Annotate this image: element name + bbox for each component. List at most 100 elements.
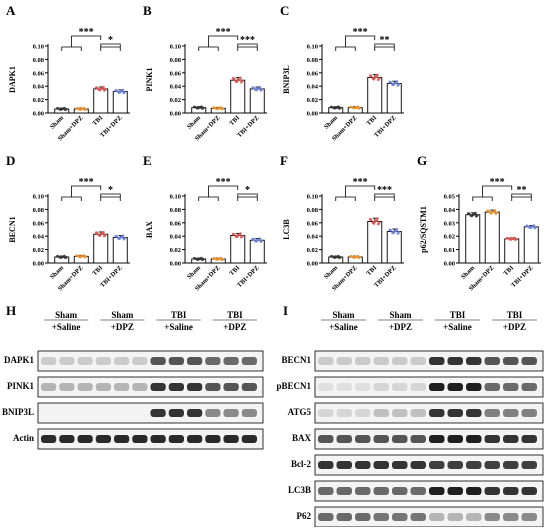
blot-band (447, 487, 463, 495)
blot-band (410, 487, 426, 495)
blot-band (503, 383, 519, 391)
blot-band (59, 357, 75, 365)
data-point (59, 256, 63, 259)
data-point (389, 81, 392, 84)
blot-band (373, 513, 389, 521)
blot-band (114, 357, 130, 365)
blot-band (95, 383, 111, 391)
y-axis-label: BNIP3L (282, 65, 291, 93)
blot-band (336, 513, 352, 521)
data-point (487, 209, 490, 213)
data-point (531, 225, 535, 228)
y-tick-label: 0.08 (307, 57, 319, 64)
data-point (232, 233, 236, 236)
blot-band (373, 357, 389, 365)
data-point (389, 228, 392, 232)
data-point (196, 106, 200, 110)
y-tick-label: 0.08 (170, 207, 182, 214)
data-point (375, 219, 378, 222)
y-tick-label: 0.00 (307, 111, 318, 118)
data-point (394, 81, 398, 85)
blot-group-label: Sham (111, 310, 134, 320)
blot-band (41, 357, 57, 365)
blot-band (429, 409, 445, 417)
chart-panel-a: ADAPK10.000.020.040.060.080.10ShamSham+D… (6, 3, 130, 142)
blot-row-label: BNIP3L (2, 407, 34, 417)
blot-band (521, 513, 537, 521)
blot-group-label: +Saline (164, 322, 193, 332)
y-tick-label: 0.06 (33, 220, 45, 227)
data-point (252, 238, 255, 241)
bar (230, 79, 246, 114)
panel-letter: D (6, 153, 15, 168)
significance-bracket (237, 43, 258, 47)
data-point (333, 106, 337, 110)
data-point (526, 224, 529, 228)
bar (112, 91, 128, 114)
data-point (199, 106, 202, 109)
significance-bracket (208, 185, 239, 197)
blot-band (59, 435, 75, 443)
blot-band (373, 435, 389, 443)
data-point (257, 238, 261, 241)
y-tick-label: 0.02 (307, 247, 318, 254)
blot-row-label: Bcl-2 (291, 459, 311, 469)
significance-bracket (71, 35, 102, 47)
significance-bracket (374, 43, 395, 47)
significance-bracket (345, 35, 376, 47)
data-point (252, 86, 255, 90)
blot-band (447, 409, 463, 417)
data-point (62, 107, 65, 110)
y-tick-label: 0.04 (170, 234, 182, 241)
data-point (81, 254, 85, 258)
blot-band (168, 357, 184, 365)
bar (367, 77, 383, 114)
data-point (81, 107, 85, 110)
blot-band (503, 461, 519, 469)
significance-bracket (208, 35, 239, 47)
data-point (76, 254, 79, 258)
blot-band (150, 409, 166, 417)
blot-band (241, 435, 257, 443)
significance-bracket (237, 193, 258, 197)
blot-band (484, 435, 500, 443)
significance-label: ** (380, 35, 390, 46)
group-bracket (374, 196, 395, 201)
data-point (514, 237, 518, 241)
data-point (120, 89, 124, 93)
blot-band (187, 383, 203, 391)
y-axis-label: DAPK1 (8, 66, 17, 93)
blot-band (392, 409, 408, 417)
data-point (512, 237, 515, 240)
blot-row-label: PINK1 (7, 381, 35, 391)
blot-band (241, 357, 257, 365)
blot-band (95, 435, 111, 443)
blot-group-label: TBI (171, 310, 187, 320)
blot-band (336, 461, 352, 469)
data-point (95, 86, 99, 90)
y-tick-label: 0.01 (444, 247, 455, 254)
data-point (372, 77, 376, 81)
data-point (118, 237, 121, 241)
y-tick-label: 0.10 (33, 44, 44, 51)
blot-band (355, 513, 371, 521)
blot-band (336, 357, 352, 365)
data-point (115, 235, 118, 238)
blot-band (429, 513, 445, 521)
data-point (392, 231, 395, 235)
data-point (216, 258, 219, 261)
blot-band (429, 357, 445, 365)
y-tick-label: 0.06 (33, 70, 45, 77)
blot-band (41, 435, 57, 443)
data-point (372, 222, 376, 225)
blot-row-label: P62 (297, 511, 312, 521)
bar (504, 238, 520, 264)
data-point (509, 238, 513, 241)
blot-band (223, 383, 239, 391)
blot-band (392, 513, 408, 521)
x-tick-label: TBI (365, 114, 378, 127)
x-tick-label: Sham (323, 114, 340, 131)
blot-band (466, 409, 482, 417)
data-point (353, 256, 356, 259)
x-tick-label: TBI (228, 114, 241, 127)
